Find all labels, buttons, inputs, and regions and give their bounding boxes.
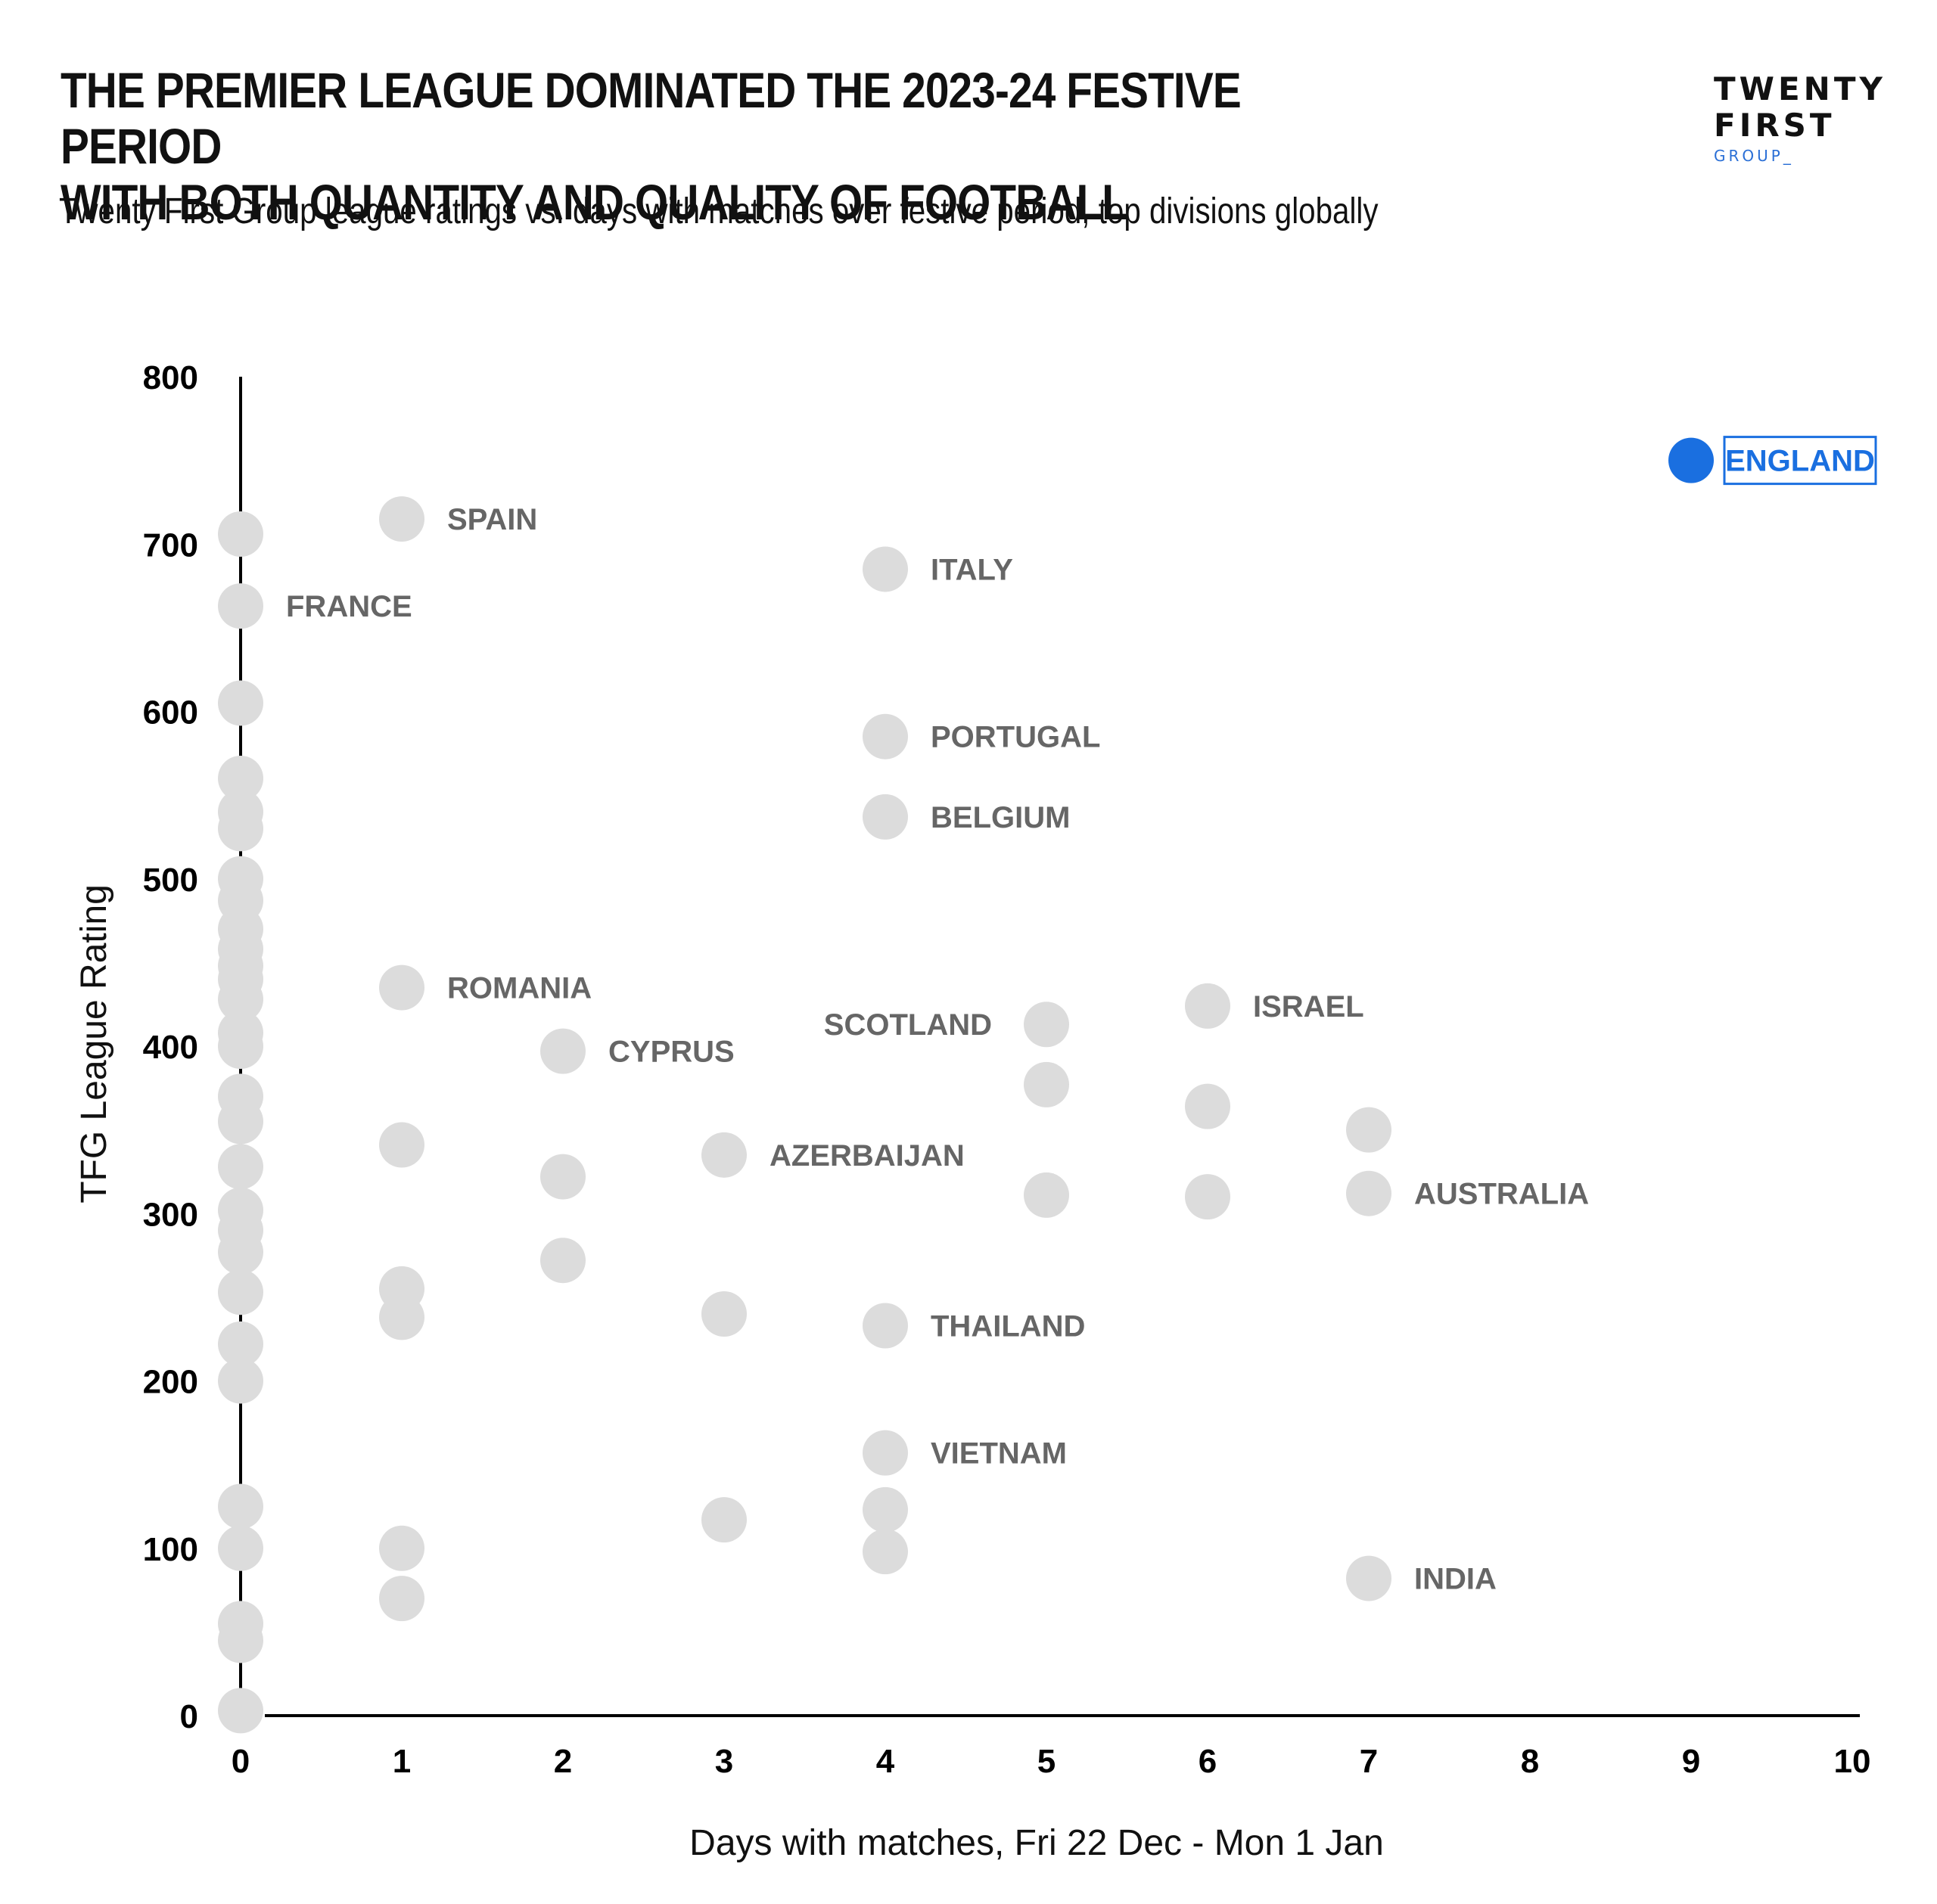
data-point (218, 1358, 263, 1404)
data-point (379, 1122, 424, 1168)
point-label: ISRAEL (1253, 990, 1364, 1023)
point-label: AUSTRALIA (1414, 1178, 1589, 1211)
chart-title-line2: WITH BOTH QUANTITY AND QUALITY OF FOOTBA… (61, 174, 1128, 230)
data-point (218, 1229, 263, 1275)
data-point (863, 794, 908, 840)
y-tick-label: 100 (143, 1531, 198, 1568)
y-tick-label: 700 (143, 526, 198, 564)
point-label: AZERBAIJAN (770, 1139, 965, 1173)
y-tick-label: 500 (143, 862, 198, 899)
highlight-label-box (1723, 436, 1877, 486)
data-point (218, 1483, 263, 1530)
x-tick-label: 0 (232, 1743, 250, 1780)
data-point (379, 496, 424, 542)
data-point (1346, 1170, 1391, 1216)
x-tick-label: 4 (876, 1743, 895, 1780)
data-point (863, 1529, 908, 1575)
data-point (863, 1430, 908, 1476)
x-tick-label: 9 (1682, 1743, 1700, 1780)
point-label: INDIA (1414, 1563, 1497, 1596)
data-point (379, 1294, 424, 1340)
data-point (379, 1525, 424, 1571)
data-point (218, 1269, 263, 1315)
point-label: THAILAND (931, 1309, 1085, 1343)
x-tick-label: 3 (715, 1743, 733, 1780)
data-point (701, 1132, 747, 1178)
data-point (863, 1303, 908, 1349)
x-tick-label: 8 (1521, 1743, 1539, 1780)
chart-subtitle: Twenty First Group league ratings vs. da… (59, 191, 1379, 231)
point-label: BELGIUM (931, 801, 1070, 834)
data-point (218, 1144, 263, 1190)
y-tick-label: 800 (143, 359, 198, 396)
data-point (1024, 1061, 1069, 1107)
point-label: PORTUGAL (931, 721, 1100, 754)
data-point (1346, 1107, 1391, 1153)
data-point (379, 1576, 424, 1622)
data-point (218, 806, 263, 852)
data-point (218, 1321, 263, 1367)
x-tick-label: 2 (554, 1743, 572, 1780)
logo-line2: FIRST (1714, 107, 1836, 144)
data-point (701, 1291, 747, 1337)
data-point (218, 680, 263, 726)
data-point (218, 583, 263, 629)
logo-line1: TWENTY (1714, 70, 1886, 107)
point-label: CYPRUS (608, 1036, 735, 1069)
point-label: ROMANIA (447, 972, 592, 1005)
point-label: SCOTLAND (824, 1008, 992, 1042)
data-point (218, 756, 263, 801)
logo-line3: GROUP_ (1714, 147, 1794, 165)
highlight-point (1668, 437, 1714, 483)
data-point (218, 1688, 263, 1734)
y-tick-label: 0 (180, 1698, 198, 1735)
data-point (218, 511, 263, 557)
y-tick-label: 600 (143, 694, 198, 731)
data-point (863, 713, 908, 759)
point-label: VIETNAM (931, 1437, 1067, 1471)
y-tick-label: 200 (143, 1364, 198, 1401)
y-tick-label: 300 (143, 1196, 198, 1233)
x-tick-label: 10 (1834, 1743, 1871, 1780)
y-tick-label: 400 (143, 1029, 198, 1066)
data-point (863, 546, 908, 592)
x-tick-label: 5 (1037, 1743, 1056, 1780)
data-points (218, 437, 1714, 1734)
twenty-first-group-logo: TWENTY FIRST GROUP_ (1714, 70, 1895, 166)
data-point (1346, 1555, 1391, 1601)
x-tick-label: 1 (393, 1743, 411, 1780)
data-point (540, 1238, 586, 1284)
data-point (218, 1525, 263, 1571)
data-point (1024, 1172, 1069, 1218)
x-tick-label: 6 (1199, 1743, 1217, 1780)
data-point (218, 977, 263, 1023)
x-axis-label: Days with matches, Fri 22 Dec - Mon 1 Ja… (689, 1823, 1384, 1863)
data-point (1185, 1174, 1230, 1220)
data-point (863, 1486, 908, 1533)
data-point (1185, 983, 1230, 1029)
point-label: FRANCE (286, 590, 412, 623)
data-point (540, 1154, 586, 1200)
data-point (218, 1098, 263, 1145)
data-point (540, 1028, 586, 1074)
data-point (218, 1023, 263, 1069)
highlight-point-label: ENGLAND (1725, 445, 1875, 478)
chart-title: THE PREMIER LEAGUE DOMINATED THE 2023-24… (61, 62, 1297, 230)
data-point (218, 1617, 263, 1663)
point-labels: ENGLAND SPAIN ITALY FRANCE PORTUGAL BELGIUM RO… (286, 436, 1877, 1596)
point-label: ITALY (931, 553, 1013, 586)
x-tick-label: 7 (1360, 1743, 1378, 1780)
data-point (701, 1497, 747, 1543)
data-point (379, 964, 424, 1011)
chart-title-line1: THE PREMIER LEAGUE DOMINATED THE 2023-24… (61, 62, 1242, 174)
y-axis-label: TFG League Rating (74, 884, 114, 1204)
data-point (1024, 1002, 1069, 1048)
data-point (1185, 1083, 1230, 1129)
point-label: SPAIN (447, 503, 537, 536)
